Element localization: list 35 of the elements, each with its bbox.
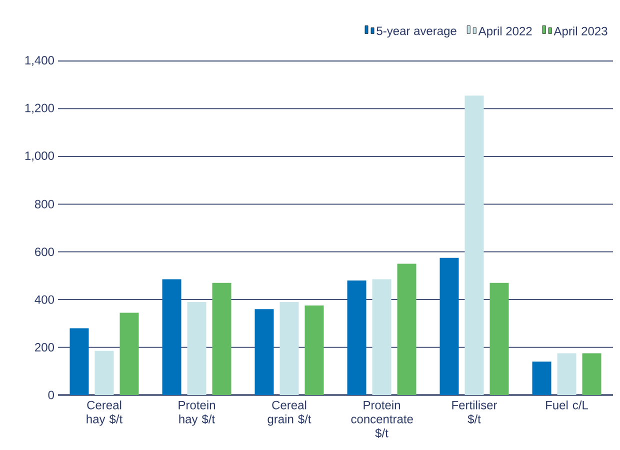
- x-tick-label: Protein hay $/t: [178, 400, 215, 426]
- y-tick-label: 800: [34, 200, 54, 208]
- y-tick-label: 400: [34, 295, 54, 304]
- legend-label: April 2023: [554, 26, 608, 38]
- x-tick-label: Cereal grain $/t: [268, 400, 312, 426]
- x-tick-label: Protein concentrate $/t: [351, 400, 413, 438]
- bar: [162, 279, 182, 395]
- bar: [582, 353, 602, 395]
- bar: [212, 282, 232, 395]
- y-tick-label: 1,200: [25, 104, 54, 114]
- bar: [397, 264, 416, 395]
- bar: [280, 302, 299, 395]
- bar: [120, 312, 139, 395]
- bar: [532, 362, 552, 395]
- bar: [372, 279, 392, 395]
- y-tick-label: 0: [48, 390, 54, 400]
- x-tick-label: Fuel c/L: [546, 400, 588, 410]
- y-tick-label: 600: [35, 248, 54, 256]
- y-tick-label: 1,000: [25, 151, 54, 162]
- x-tick-label: Fertiliser $/t: [452, 400, 498, 424]
- legend-label: 5-year average: [376, 26, 456, 38]
- bar: [557, 353, 576, 395]
- bar: [347, 280, 366, 395]
- y-tick-label: 1,400: [25, 56, 54, 66]
- x-tick-label: Cereal hay $/t: [86, 400, 123, 426]
- bar: [440, 258, 459, 395]
- bar: [464, 96, 484, 395]
- bar: [187, 302, 206, 395]
- bar: [70, 328, 89, 395]
- legend-label: April 2022: [478, 26, 532, 38]
- y-tick-label: 200: [35, 343, 54, 352]
- bar: [304, 306, 324, 395]
- bar: [490, 282, 509, 395]
- bar: [94, 350, 114, 395]
- bar: [254, 309, 274, 395]
